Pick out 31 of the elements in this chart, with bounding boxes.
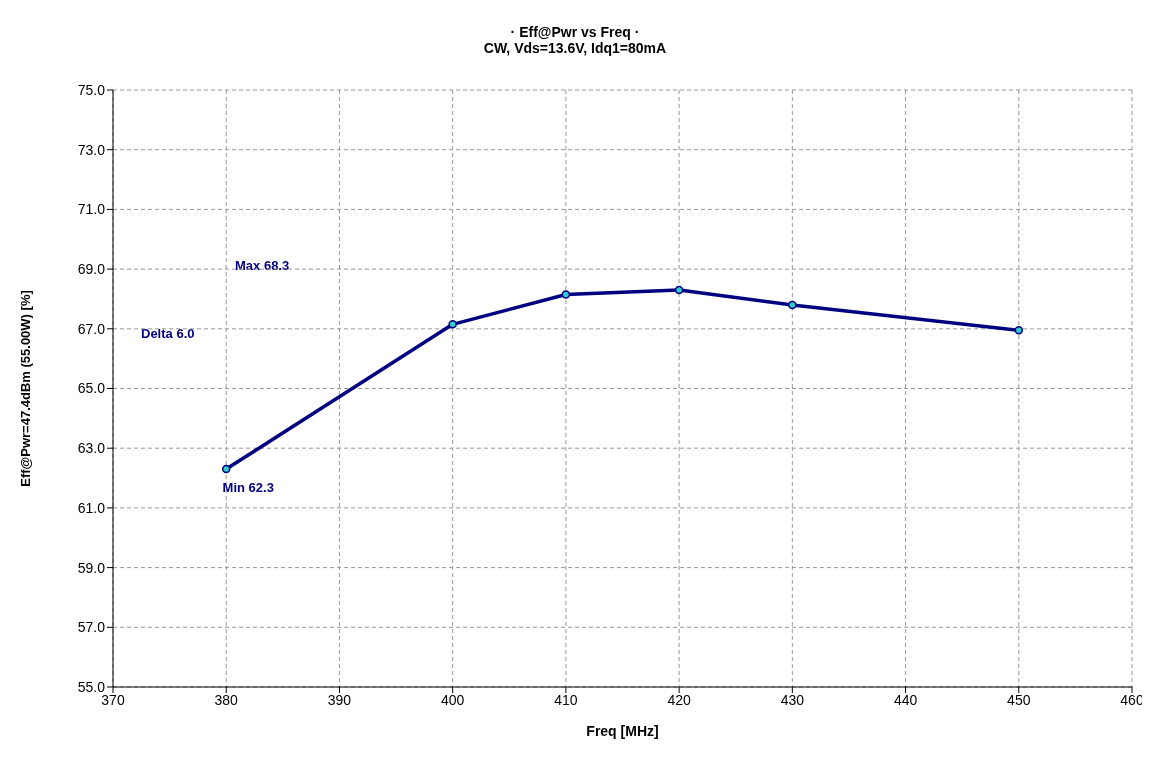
x-tick-label: 430 (780, 691, 805, 708)
x-axis-title: Freq [MHz] (586, 723, 659, 739)
chart-title: · Eff@Pwr vs Freq · (509, 24, 641, 40)
x-tick-label: 380 (214, 691, 239, 708)
y-tick-label: 73.0 (77, 141, 106, 158)
x-tick-label: 440 (893, 691, 918, 708)
point (788, 300, 797, 310)
x-tick-label: 410 (554, 691, 578, 708)
y-tick-label: 67.0 (77, 320, 106, 337)
point (1014, 326, 1024, 335)
y-tick-label: 57.0 (77, 619, 106, 636)
y-tick-label: 69.0 (77, 261, 106, 278)
point (674, 285, 684, 295)
y-tick-label: 71.0 (77, 201, 106, 218)
y-axis-title: Eff@Pwr=47.4dBm (55.00W) [%] (17, 290, 33, 487)
y-tick-label: 61.0 (77, 499, 106, 516)
x-tick-label: 450 (1007, 691, 1031, 708)
annotation: Delta 6.0 (141, 326, 195, 341)
y-tick-label: 63.0 (77, 440, 106, 457)
chart-subtitle: CW, Vds=13.6V, Idq1=80mA (482, 40, 668, 56)
x-tick-label: 400 (440, 691, 465, 708)
y-tick-label: 59.0 (77, 559, 106, 576)
annotation: Min 62.3 (222, 480, 274, 496)
point (221, 464, 231, 474)
x-tick-label: 420 (667, 691, 691, 708)
point (448, 320, 457, 329)
y-tick-label: 65.0 (77, 380, 106, 397)
y-tick-label: 75.0 (77, 81, 106, 98)
annotation: Max 68.3 (235, 258, 290, 273)
x-tick-label: 390 (327, 691, 352, 708)
point (561, 290, 571, 299)
